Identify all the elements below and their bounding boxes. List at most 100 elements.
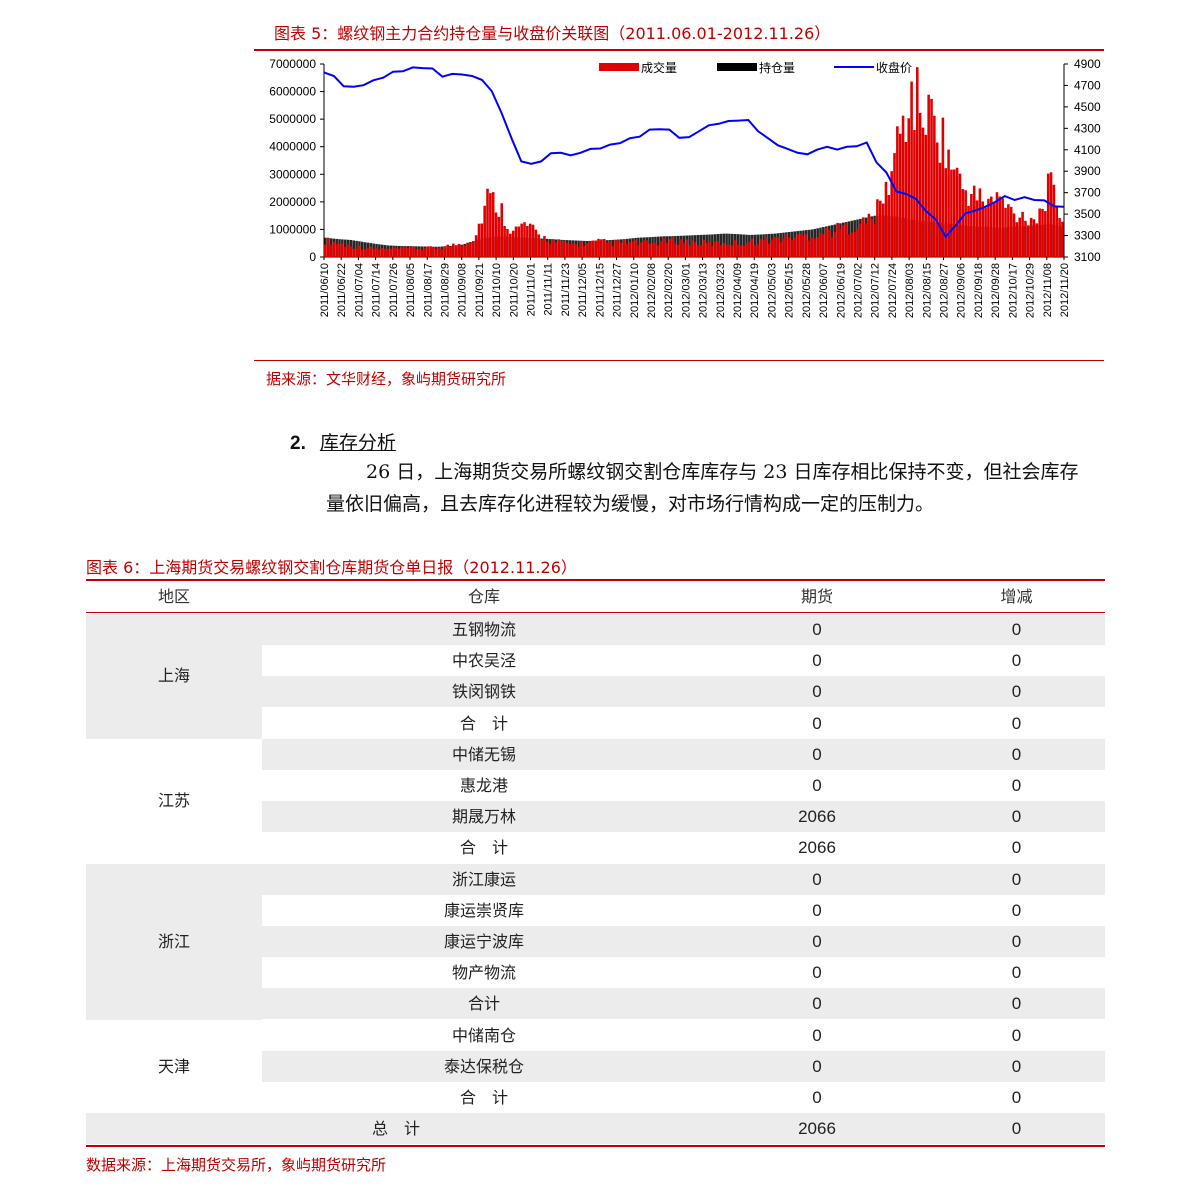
volume-bar	[824, 227, 828, 257]
futures-cell: 2066	[798, 838, 836, 858]
volume-bar	[597, 238, 600, 257]
change-cell: 0	[1011, 963, 1022, 983]
warehouse-cell: 五钢物流	[451, 620, 516, 639]
volume-bar	[762, 240, 765, 257]
warehouse-cell: 中储无锡	[451, 744, 516, 764]
x-tick-label: 2011/06/10	[319, 263, 331, 317]
volume-bar	[685, 239, 689, 257]
volume-bar	[822, 234, 825, 257]
volume-bar	[659, 241, 663, 257]
volume-bar	[790, 240, 794, 257]
volume-bar	[676, 244, 680, 257]
volume-bar	[873, 224, 876, 257]
warehouse-cell: 物产物流	[451, 963, 516, 983]
legend-swatch	[599, 63, 639, 71]
volume-bar	[617, 240, 620, 257]
volume-bar	[941, 117, 945, 257]
volume-bar	[901, 115, 905, 257]
volume-bar	[526, 225, 529, 257]
volume-bar	[935, 142, 939, 257]
volume-bar	[768, 243, 771, 257]
row-shade	[262, 863, 1105, 895]
volume-bar	[417, 248, 421, 257]
x-tick-label: 2011/11/01	[526, 263, 538, 316]
volume-bar	[443, 246, 447, 257]
volume-bar	[907, 118, 911, 257]
header-futures: 期货	[800, 587, 833, 606]
volume-bar	[708, 241, 711, 257]
volume-bar	[631, 241, 634, 257]
total-futures: 2066	[798, 1119, 836, 1139]
futures-cell: 0	[812, 744, 822, 764]
volume-bar	[543, 236, 546, 257]
volume-bar	[639, 242, 643, 257]
volume-bar	[588, 241, 592, 257]
volume-bar	[1049, 172, 1053, 257]
volume-bar	[748, 242, 751, 257]
volume-bar	[813, 238, 817, 257]
volume-bar	[930, 98, 933, 257]
futures-cell: 0	[812, 1088, 822, 1107]
volume-bar	[514, 226, 518, 257]
x-tick-label: 2011/06/22	[336, 263, 348, 317]
volume-bar	[691, 240, 694, 257]
warehouse-cell: 惠龙港	[459, 776, 508, 795]
volume-bar	[489, 193, 492, 257]
volume-bar	[415, 249, 418, 257]
volume-bar	[594, 240, 597, 257]
volume-bar	[645, 240, 649, 257]
volume-bar	[420, 249, 424, 257]
futures-cell: 0	[812, 776, 822, 795]
warehouse-cell: 合计	[467, 994, 500, 1014]
table6-top-rule	[86, 579, 1105, 581]
x-tick-label: 2011/11/11	[543, 263, 555, 316]
x-tick-label: 2012/07/02	[852, 263, 864, 318]
volume-bar	[657, 245, 660, 257]
volume-bar	[398, 248, 401, 257]
table-bottom-rule	[86, 1145, 1105, 1148]
volume-bar	[705, 243, 708, 257]
volume-bar	[511, 230, 515, 257]
volume-bar	[540, 240, 543, 257]
volume-bar	[509, 233, 512, 257]
volume-bar	[343, 246, 347, 257]
volume-bar	[469, 243, 472, 257]
volume-bar	[409, 246, 412, 257]
volume-bar	[827, 229, 831, 257]
volume-bar	[1035, 223, 1039, 257]
volume-bar	[585, 243, 589, 257]
volume-bar	[602, 239, 606, 257]
volume-bar	[454, 245, 458, 257]
volume-bar	[990, 196, 993, 257]
change-cell: 0	[1011, 776, 1022, 795]
legend-swatch	[717, 63, 757, 71]
volume-bar	[910, 81, 913, 257]
volume-bar	[486, 188, 489, 257]
volume-bar	[694, 242, 697, 257]
volume-bar	[412, 247, 415, 257]
chart-legend: 成交量 持仓量 收盘价	[599, 60, 912, 75]
volume-bar	[528, 223, 532, 257]
volume-bar	[890, 171, 893, 257]
volume-bar	[551, 239, 555, 257]
row-shade	[262, 676, 1105, 708]
volume-bar	[918, 112, 922, 257]
volume-bar	[830, 236, 834, 257]
row-shade	[262, 801, 1105, 833]
open-interest-series	[324, 215, 1064, 257]
change-cell: 0	[1011, 900, 1022, 920]
volume-bar	[725, 244, 728, 257]
volume-bar	[1055, 207, 1059, 257]
volume-bar	[970, 194, 973, 257]
warehouse-cell: 中农吴泾	[451, 651, 516, 671]
volume-bar	[537, 234, 541, 257]
volume-bar	[799, 233, 802, 257]
volume-bar	[742, 245, 745, 257]
change-cell: 0	[1011, 744, 1022, 764]
change-cell: 0	[1011, 682, 1022, 702]
x-tick-label: 2012/06/19	[835, 263, 847, 318]
futures-cell: 0	[812, 713, 822, 733]
volume-bar	[477, 223, 481, 257]
volume-bar	[432, 247, 435, 257]
volume-bar	[375, 248, 378, 257]
